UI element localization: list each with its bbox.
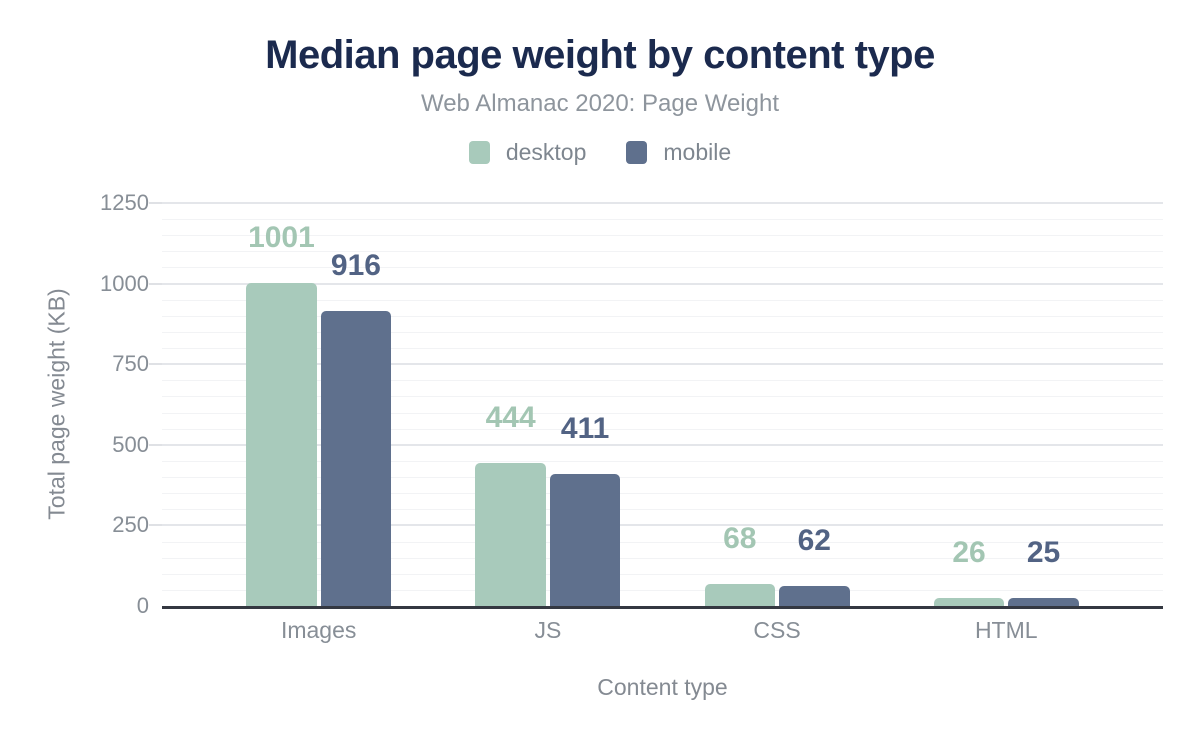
legend-swatch-mobile: [626, 141, 648, 164]
x-tick-label-html: HTML: [974, 617, 1038, 643]
gridline-minor-900: [162, 315, 1163, 317]
gridline-minor-100: [162, 573, 1163, 575]
bar-value-label: 444: [485, 400, 536, 434]
bar-value-label: 62: [797, 524, 831, 558]
y-tick-mark-250: [149, 524, 162, 527]
bar-value-label: 1001: [248, 221, 315, 255]
bar-value-label: 916: [330, 248, 381, 282]
y-tick-label-250: 250: [112, 512, 149, 538]
bar-group-html: 26 25: [933, 203, 1079, 606]
bar-desktop-html[interactable]: 26: [933, 536, 1005, 606]
gridline-minor-450: [162, 460, 1163, 462]
gridline-major-250: [162, 524, 1163, 527]
y-tick-mark-500: [149, 443, 162, 446]
gridline-minor-950: [162, 299, 1163, 301]
y-tick-mark-1000: [149, 282, 162, 285]
legend-swatch-desktop: [468, 141, 490, 164]
bar-groups: 1001 916 444 411 68 62 26 25: [162, 203, 1163, 606]
gridline-minor-1200: [162, 219, 1163, 221]
y-tick-mark-1250: [149, 202, 162, 204]
gridline-minor-600: [162, 412, 1163, 414]
legend-item-mobile[interactable]: mobile: [626, 139, 731, 166]
gridline-major-1000: [162, 282, 1163, 285]
bar-group-js: 444 411: [475, 203, 621, 606]
gridline-minor-150: [162, 557, 1163, 559]
plot-area: 0 250 500 750 1000 1250 1001 916 444 411 68 62 26 25: [100, 190, 1163, 618]
gridline-minor-650: [162, 396, 1163, 398]
y-tick-label-0: 0: [136, 593, 149, 618]
bar-value-label: 26: [952, 535, 986, 569]
bar-mobile-html[interactable]: 25: [1008, 536, 1079, 606]
y-tick-label-750: 750: [112, 351, 149, 377]
bar-desktop-images[interactable]: 1001: [246, 221, 317, 606]
legend-item-desktop[interactable]: desktop: [468, 139, 587, 166]
legend-label-mobile: mobile: [663, 139, 732, 165]
gridline-minor-300: [162, 509, 1163, 511]
gridline-minor-700: [162, 380, 1163, 382]
gridline-minor-550: [162, 428, 1163, 430]
gridline-minor-50: [162, 589, 1163, 591]
gridline-minor-1150: [162, 235, 1163, 237]
bar-desktop-js[interactable]: 444: [475, 401, 546, 606]
gridline-major-500: [162, 443, 1163, 446]
y-tick-mark-750: [149, 363, 162, 366]
gridline-minor-400: [162, 477, 1163, 479]
y-tick-label-500: 500: [112, 431, 149, 457]
bar-group-images: 1001 916: [246, 203, 392, 606]
bar-value-label: 68: [723, 522, 757, 556]
x-tick-label-css: CSS: [753, 617, 801, 643]
bar-mobile-css[interactable]: 62: [779, 524, 850, 606]
bar-value-label: 411: [560, 411, 610, 445]
gridline-major-750: [162, 363, 1163, 366]
y-axis-title: Total page weight (KB): [43, 288, 70, 520]
bar-group-css: 68 62: [704, 203, 850, 606]
gridline-minor-1100: [162, 251, 1163, 253]
gridline-minor-1050: [162, 267, 1163, 269]
gridline-minor-200: [162, 541, 1163, 543]
bar-value-label: 25: [1026, 535, 1061, 569]
chart-title: Median page weight by content type: [265, 33, 935, 77]
x-tick-labels: Images JS CSS HTML: [162, 617, 1163, 644]
gridline-minor-850: [162, 331, 1163, 333]
bar-desktop-css[interactable]: 68: [704, 522, 776, 606]
x-tick-label-js: JS: [534, 617, 562, 643]
bar-mobile-js[interactable]: 411: [549, 412, 621, 606]
x-axis-title: Content type: [597, 674, 728, 700]
gridline-minor-800: [162, 348, 1163, 350]
legend: desktop mobile: [0, 139, 1200, 166]
x-tick-label-images: Images: [280, 617, 357, 643]
chart-subtitle: Web Almanac 2020: Page Weight: [420, 90, 779, 117]
legend-label-desktop: desktop: [505, 139, 587, 165]
y-tick-label-1250: 1250: [100, 190, 149, 215]
bar-mobile-images[interactable]: 916: [320, 249, 392, 606]
gridline-minor-350: [162, 493, 1163, 495]
gridline-major-1250: [162, 202, 1163, 204]
y-tick-label-1000: 1000: [100, 270, 149, 296]
